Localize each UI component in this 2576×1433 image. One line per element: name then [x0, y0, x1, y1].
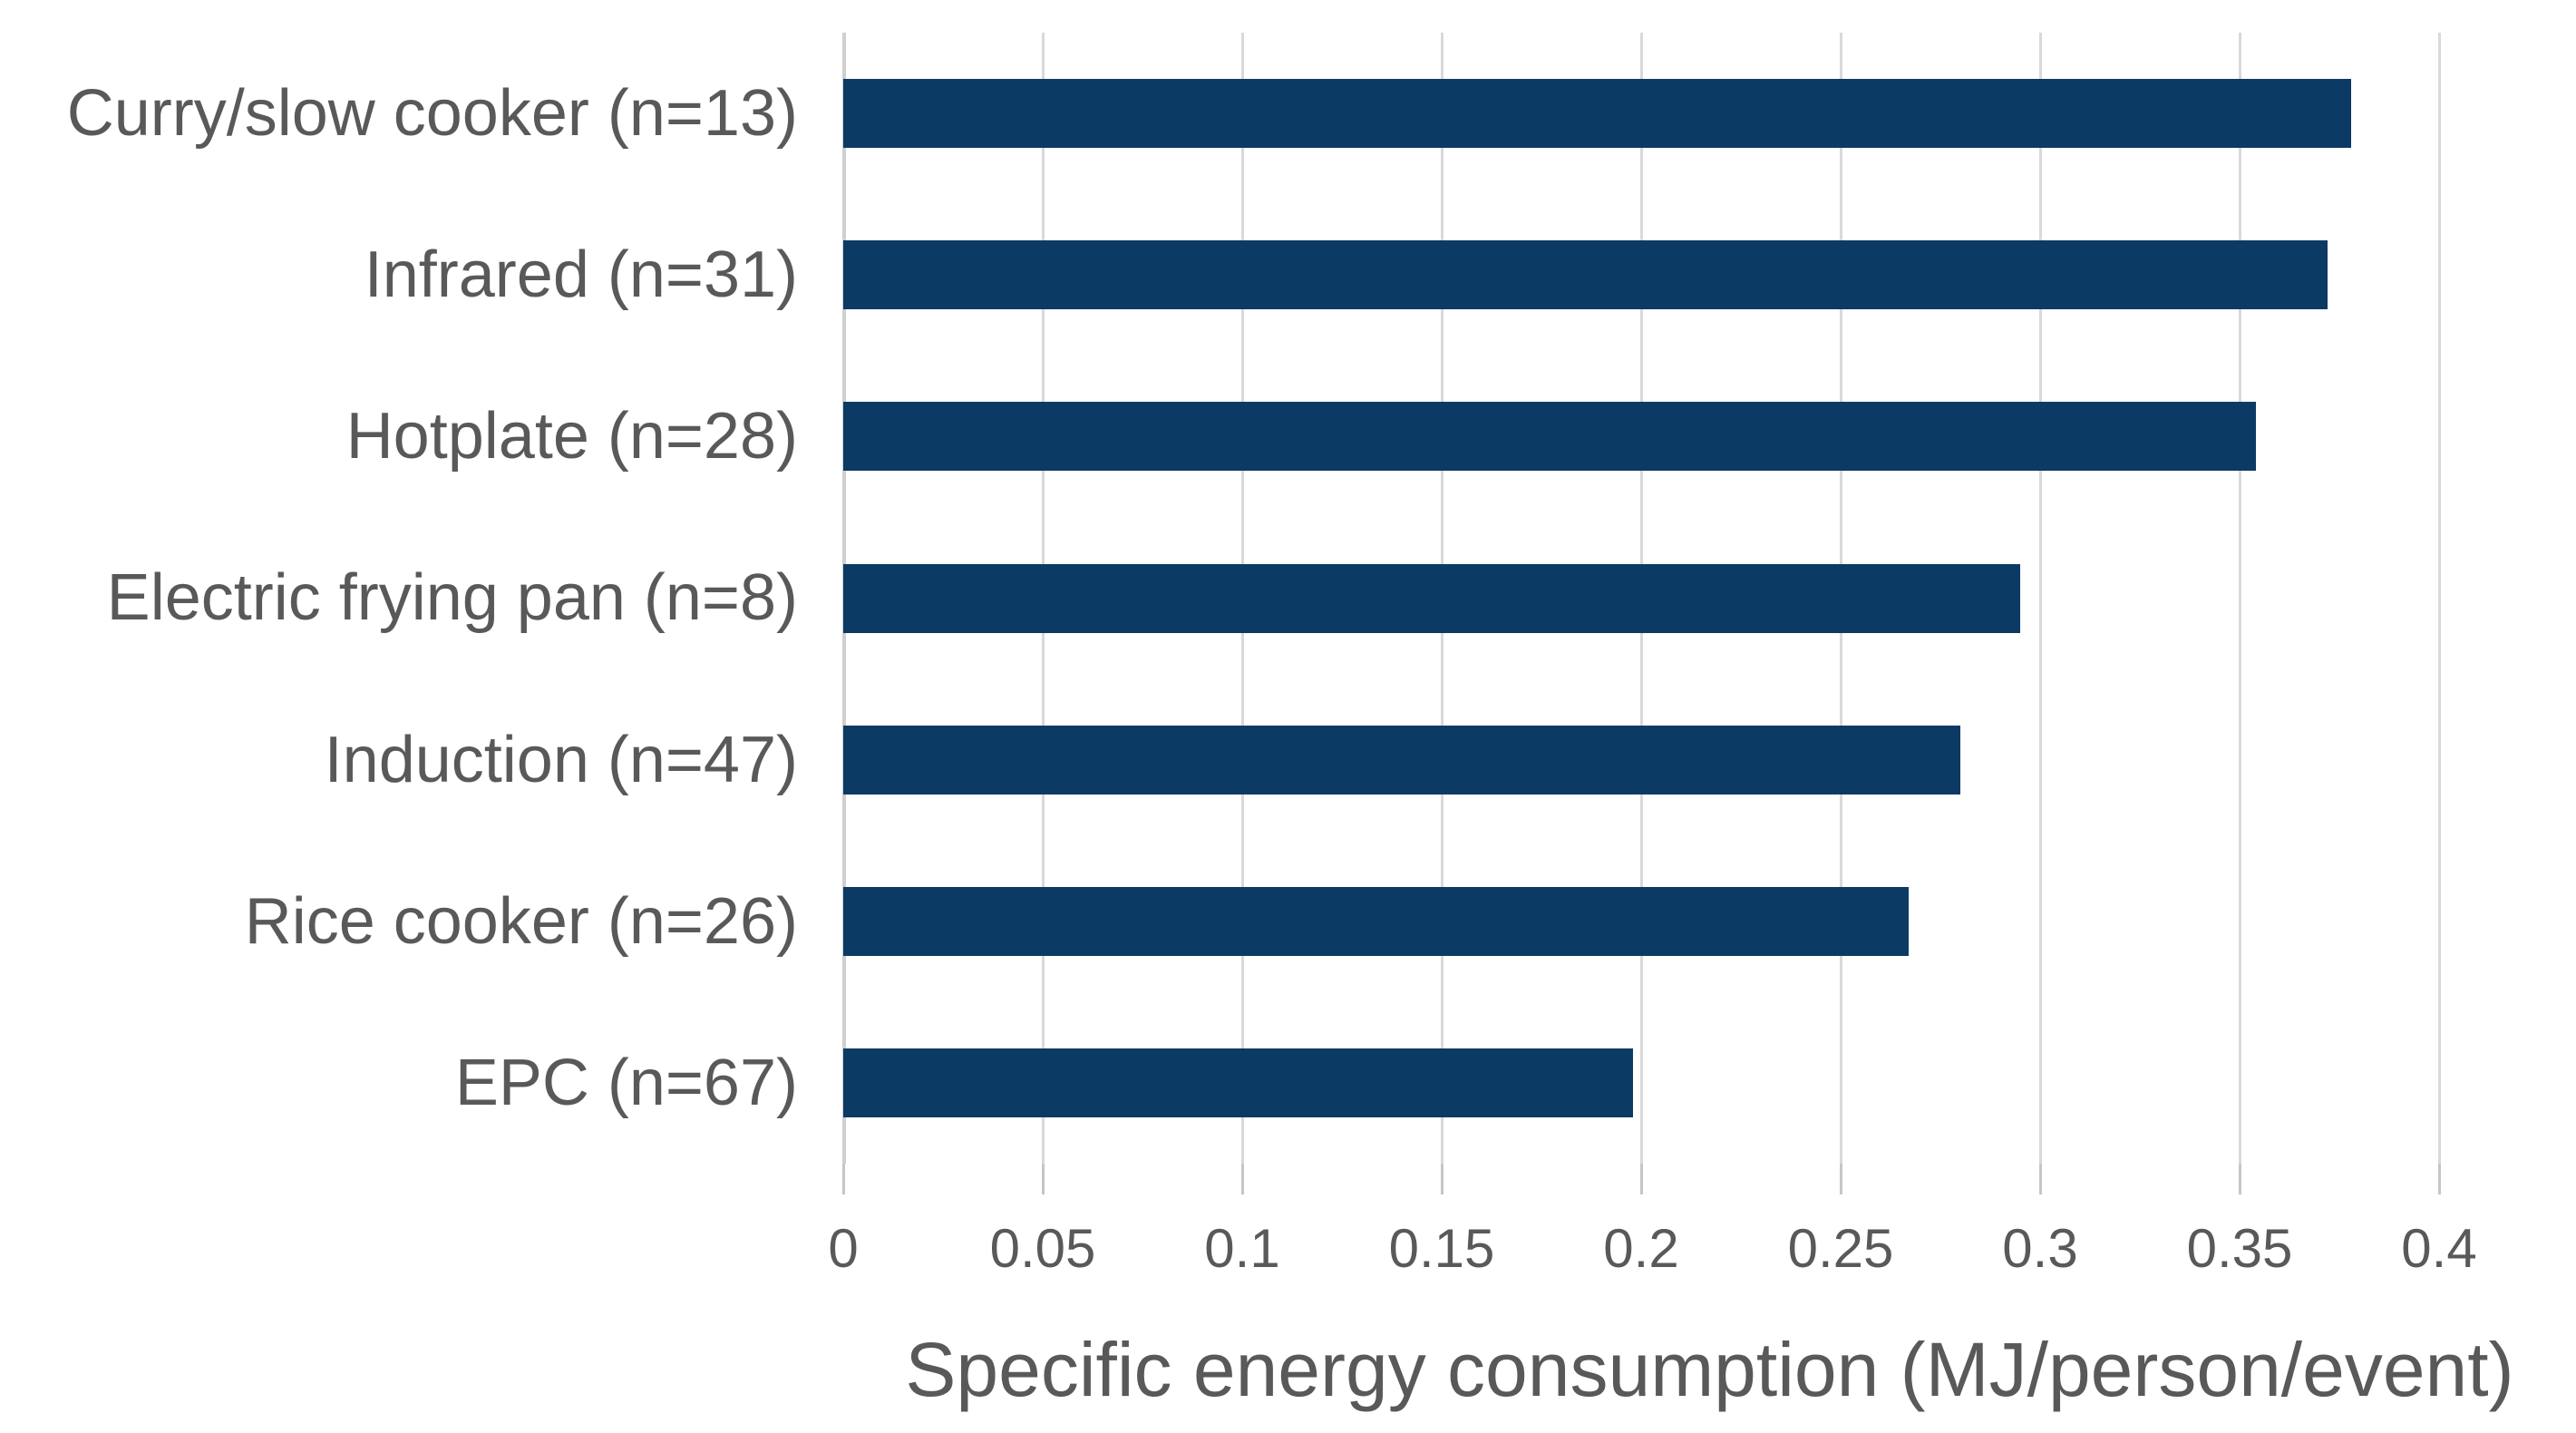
category-label: Curry/slow cooker (n=13) — [66, 77, 798, 151]
category-label: Hotplate (n=28) — [345, 400, 798, 473]
axis-tick — [2238, 1164, 2241, 1194]
x-tick-label: 0.1 — [1204, 1218, 1280, 1279]
axis-tick — [1839, 1164, 1842, 1194]
x-tick-label: 0.2 — [1603, 1218, 1679, 1279]
x-tick-label: 0 — [828, 1218, 859, 1279]
bar — [843, 402, 2256, 472]
axis-tick — [1440, 1164, 1444, 1194]
bar — [843, 886, 1909, 956]
axis-tick — [841, 1164, 845, 1194]
category-label: Infrared (n=31) — [364, 239, 798, 312]
bar — [843, 563, 2020, 633]
category-axis: Curry/slow cooker (n=13) Infrared (n=31) H… — [0, 33, 798, 1164]
category-label: Electric frying pan (n=8) — [106, 561, 798, 635]
axis-tick — [2437, 1164, 2441, 1194]
bar — [843, 1048, 1634, 1117]
category-label: Rice cooker (n=26) — [244, 884, 798, 958]
x-tick-label: 0.35 — [2186, 1218, 2293, 1279]
x-tick-label: 0.25 — [1787, 1218, 1894, 1279]
bar — [843, 725, 1960, 794]
x-tick-label: 0.4 — [2401, 1218, 2477, 1279]
axis-tick — [1639, 1164, 1643, 1194]
gridline — [2038, 33, 2042, 1164]
axis-tick — [2038, 1164, 2042, 1194]
gridline — [2238, 33, 2241, 1164]
gridline — [2437, 33, 2441, 1164]
axis-tick — [1041, 1164, 1045, 1194]
category-label: Induction (n=47) — [324, 723, 798, 796]
bar — [843, 79, 2352, 149]
x-tick-label: 0.3 — [2002, 1218, 2078, 1279]
bar — [843, 240, 2328, 310]
x-tick-label: 0.15 — [1388, 1218, 1495, 1279]
x-tick-label: 0.05 — [989, 1218, 1096, 1279]
plot-area — [841, 33, 2441, 1194]
category-label: EPC (n=67) — [454, 1046, 798, 1119]
axis-tick — [1240, 1164, 1244, 1194]
x-axis-title: Specific energy consumption (MJ/person/e… — [905, 1327, 2514, 1412]
